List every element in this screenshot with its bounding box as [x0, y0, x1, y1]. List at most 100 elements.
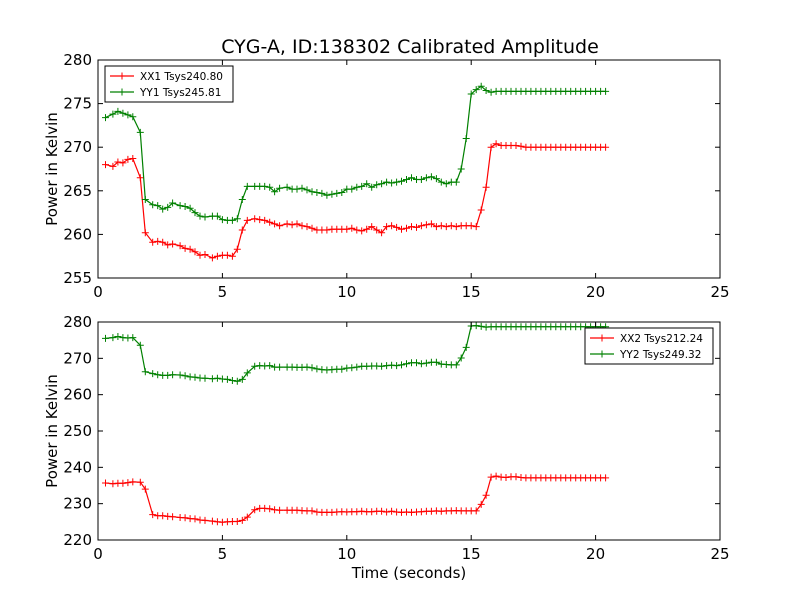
series-2-point: [191, 373, 199, 381]
series-2-point: [136, 341, 144, 349]
series-2-point: [487, 88, 495, 96]
series-2-point: [119, 109, 127, 117]
series-1-point: [266, 505, 274, 513]
series-1-point: [233, 245, 241, 253]
series-2-point: [261, 182, 269, 190]
series-2-point: [251, 362, 259, 370]
series-2-point: [228, 377, 236, 384]
series-2-point: [358, 182, 366, 190]
axes-frame: [97, 59, 721, 279]
series-1-point: [388, 507, 396, 515]
top-panel: 0 5 10 15 20 25 255 260 265 270 275 280 Power in Kel…: [43, 51, 730, 301]
series-1-point: [472, 223, 480, 231]
series-2-point: [477, 322, 485, 330]
series-1-point: [102, 161, 109, 169]
y-axis-label: Power in Kelvin: [43, 374, 61, 488]
series-2-point: [186, 204, 194, 212]
series-1-point: [208, 254, 216, 262]
series-2-point: [333, 189, 341, 197]
series-1-point: [452, 223, 460, 231]
legend-marker: [598, 334, 606, 342]
series-1-point: [398, 225, 405, 233]
series-2-point: [323, 191, 331, 199]
series-1-point: [417, 222, 425, 230]
y-tick-label: 260: [63, 225, 92, 243]
series-1-point: [602, 143, 610, 151]
series-1-point: [141, 485, 149, 493]
legend-label: XX1 Tsys240.80: [140, 71, 223, 83]
series-1-point: [437, 222, 445, 230]
series-2-point: [164, 203, 172, 211]
series-1-point: [477, 500, 485, 508]
series-1-point: [243, 513, 251, 521]
series-1-point: [181, 244, 189, 252]
y-tick-label: 240: [63, 458, 92, 476]
series-1-point: [169, 513, 177, 521]
series-1-point: [293, 220, 301, 228]
series-2-point: [164, 371, 172, 379]
series-1-point: [186, 245, 194, 253]
series-2-point: [482, 87, 490, 94]
series-1-point: [502, 474, 510, 481]
series-1-point: [233, 518, 241, 525]
series-2-point: [114, 333, 122, 340]
series-2-point: [141, 368, 149, 376]
y-tick-label: 275: [63, 95, 92, 113]
series-1-point: [308, 507, 316, 515]
series-1-point: [109, 162, 117, 170]
series-2-point: [383, 178, 391, 186]
bottom-panel: 0 5 10 15 20 25 220 230 240 250 260 270 280 Power in …: [43, 313, 730, 582]
series-1-point: [276, 222, 284, 230]
series-2-point: [109, 334, 117, 342]
series-2-point: [328, 190, 336, 198]
series-2-point: [136, 128, 144, 136]
series-2-point: [201, 213, 209, 221]
series-2-point: [169, 199, 177, 207]
series-1-point: [413, 223, 420, 231]
series-2-point: [169, 371, 177, 379]
series-1-point: [124, 479, 132, 487]
series-2-point: [417, 176, 425, 183]
plot-area: [102, 82, 610, 262]
series-1-point: [191, 248, 199, 256]
series-1-point: [358, 227, 366, 235]
series-2-point: [378, 362, 386, 370]
series-1-point: [403, 224, 410, 232]
x-axis-label: Time (seconds): [351, 564, 467, 582]
series-2-point: [393, 178, 401, 186]
series-1-point: [213, 252, 221, 260]
series-2-point: [213, 212, 221, 220]
series-1-point: [427, 220, 435, 228]
legend-label: XX2 Tsys212.24: [620, 333, 703, 345]
legend: XX2 Tsys212.24 YY2 Tsys249.32: [584, 327, 714, 365]
series-1-point: [191, 515, 199, 523]
series-1-point: [129, 155, 137, 162]
series-1-point: [378, 507, 386, 515]
series-1-point: [164, 241, 172, 249]
series-2-point: [308, 188, 316, 196]
series-1-point: [487, 143, 495, 151]
series-2-point: [338, 189, 346, 196]
series-2-point: [452, 361, 460, 369]
series-2-point: [472, 322, 480, 330]
series-2-point: [348, 185, 356, 193]
series-2-point: [243, 369, 251, 377]
series-1-point: [136, 174, 144, 182]
series-1-point: [323, 226, 331, 234]
series-2-point: [298, 184, 306, 192]
x-tick-label: 25: [710, 545, 729, 563]
series-1-point: [373, 226, 381, 234]
series-2-point: [462, 343, 470, 351]
series-2-point: [403, 176, 410, 183]
series-1-point: [442, 223, 450, 231]
y-tick-label: 270: [63, 138, 92, 156]
series-2-point: [398, 361, 405, 369]
series-1-point: [472, 507, 480, 515]
series-2-point: [457, 165, 465, 173]
series-1-point: [228, 252, 236, 260]
series-2-point: [462, 135, 470, 142]
y-tick-label: 270: [63, 349, 92, 367]
series-1-point: [512, 142, 520, 149]
series-2-point: [403, 360, 410, 368]
x-tick-label: 10: [337, 545, 356, 563]
